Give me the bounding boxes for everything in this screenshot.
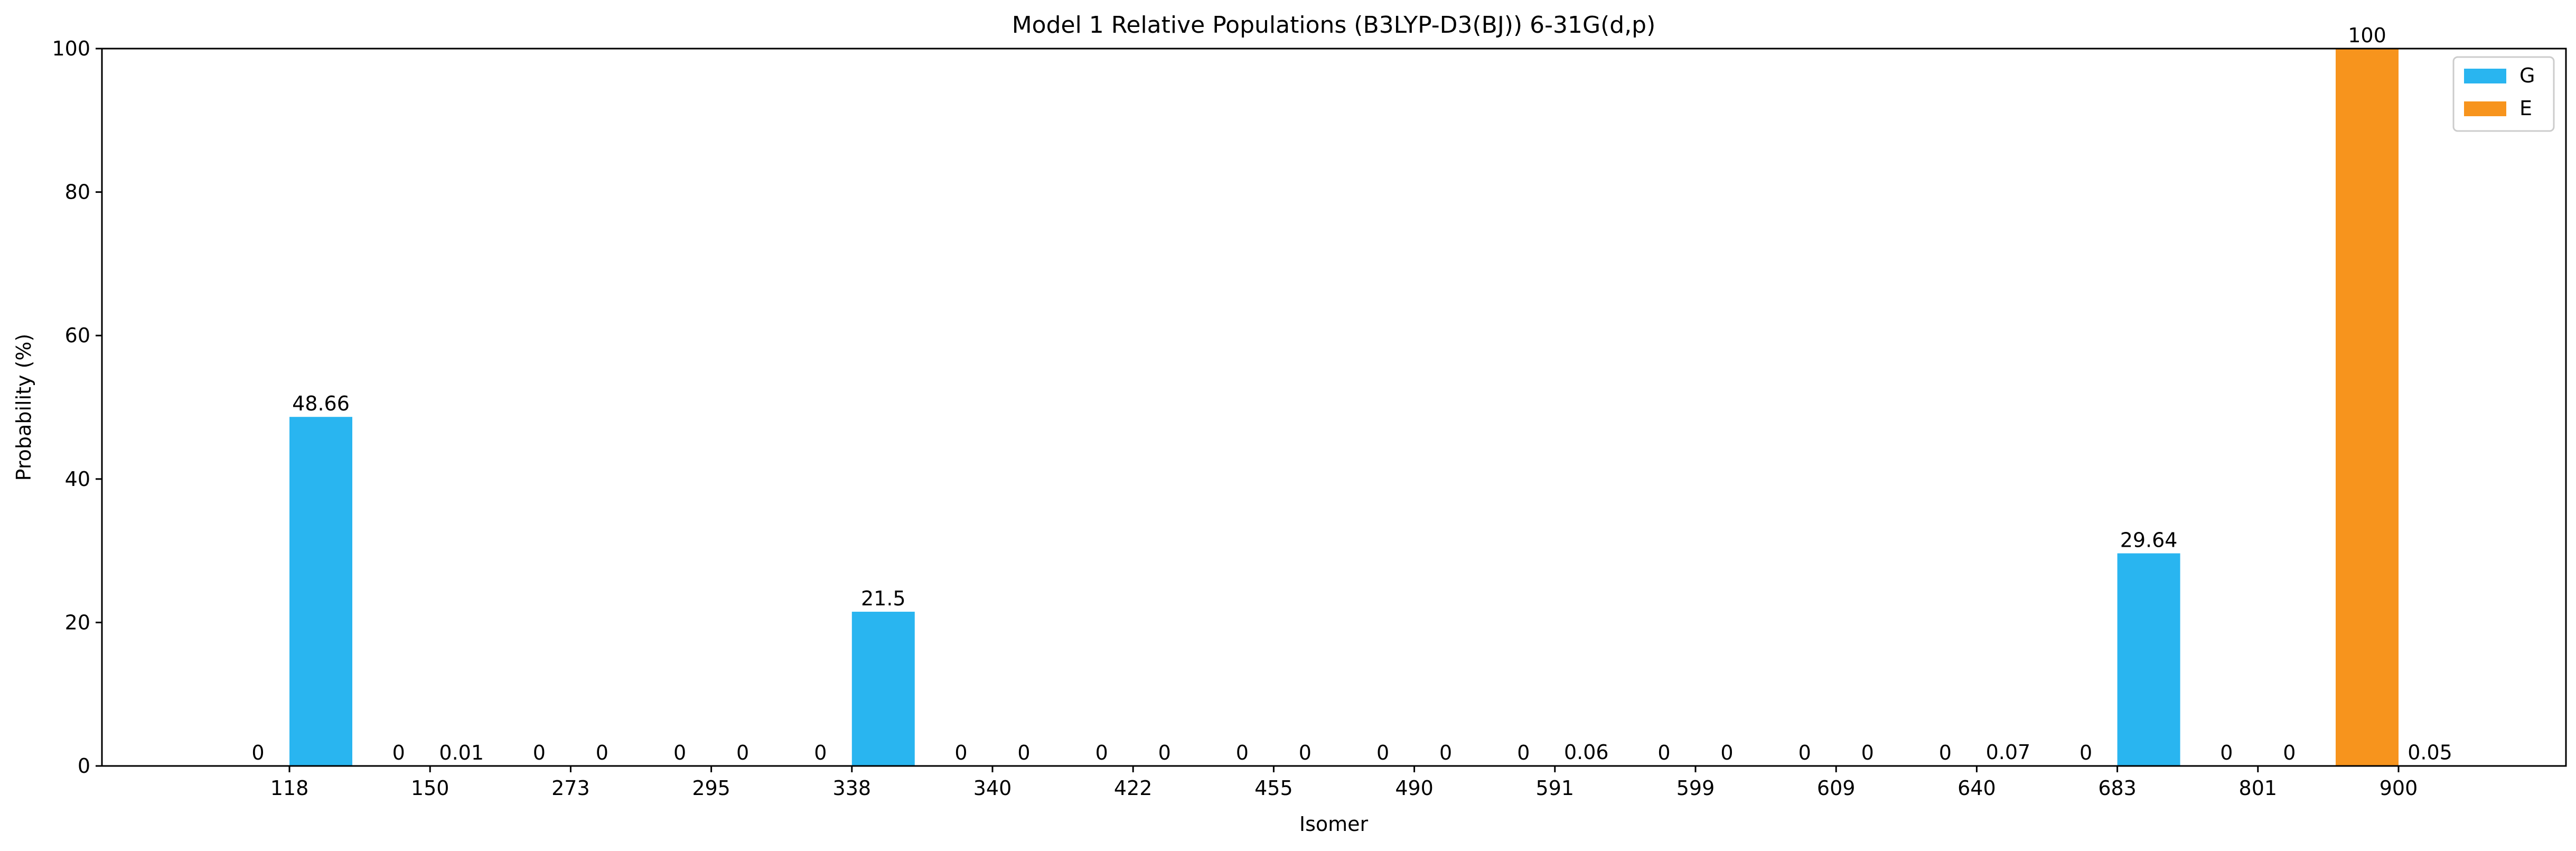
chart-title: Model 1 Relative Populations (B3LYP-D3(B…	[1012, 12, 1656, 39]
x-tick-label-295: 295	[692, 777, 730, 800]
legend-label-e: E	[2519, 97, 2532, 120]
data-label-g-338: 21.5	[861, 587, 906, 610]
legend: GE	[2452, 56, 2555, 132]
x-tick-label-801: 801	[2239, 777, 2278, 800]
data-label-g-150: 0.01	[439, 741, 484, 764]
data-label-g-490: 0	[1439, 741, 1452, 764]
y-tick-label-60: 60	[65, 324, 90, 347]
plot-area: 0 0 0 0 0 0 0 0 0 0 0 0 0 0 0 100 48.66 0.01 0 0 21.5 0 0 0 0 0.0…	[251, 24, 2461, 766]
data-label-g-591: 0.06	[1564, 741, 1609, 764]
x-tick-label-609: 609	[1817, 777, 1856, 800]
x-tick-label-683: 683	[2098, 777, 2137, 800]
axis-ticks: 118 150 273 295 338 340 422 455 490 591 599 609 640 6…	[52, 37, 2418, 800]
data-label-g-295: 0	[736, 741, 749, 764]
data-label-e-340: 0	[954, 741, 967, 764]
data-label-g-340: 0	[1017, 741, 1030, 764]
data-label-e-295: 0	[673, 741, 686, 764]
bar-g-683	[2117, 553, 2180, 766]
bar-g-338	[851, 612, 915, 766]
data-label-e-900: 100	[2348, 24, 2386, 47]
data-label-g-422: 0	[1158, 741, 1171, 764]
data-label-e-591: 0	[1517, 741, 1530, 764]
x-axis-label: Isomer	[1299, 812, 1369, 836]
data-label-g-640: 0.07	[1986, 741, 2031, 764]
data-label-g-273: 0	[596, 741, 608, 764]
data-label-e-455: 0	[1236, 741, 1249, 764]
legend-swatch-e	[2464, 101, 2506, 116]
data-label-g-900: 0.05	[2408, 741, 2452, 764]
data-label-e-599: 0	[1657, 741, 1670, 764]
data-label-e-801: 0	[2220, 741, 2233, 764]
y-tick-label-20: 20	[65, 611, 90, 634]
legend-label-g: G	[2519, 64, 2535, 87]
plot-frame	[101, 48, 2567, 767]
data-label-e-683: 0	[2079, 741, 2092, 764]
bar-e-900	[2336, 49, 2399, 766]
x-tick-label-900: 900	[2380, 777, 2418, 800]
data-label-g-118: 48.66	[292, 392, 350, 415]
data-label-g-801: 0	[2283, 741, 2296, 764]
legend-swatch-g	[2464, 69, 2506, 83]
x-tick-label-640: 640	[1957, 777, 1996, 800]
data-label-e-118: 0	[251, 741, 264, 764]
data-label-g-599: 0	[1720, 741, 1733, 764]
y-tick-label-40: 40	[65, 467, 90, 491]
data-label-e-609: 0	[1798, 741, 1811, 764]
y-tick-label-80: 80	[65, 181, 90, 204]
y-tick-label-0: 0	[78, 754, 90, 778]
data-label-e-490: 0	[1376, 741, 1389, 764]
x-tick-label-599: 599	[1676, 777, 1715, 800]
data-label-e-273: 0	[533, 741, 546, 764]
x-tick-label-273: 273	[551, 777, 590, 800]
y-tick-label-100: 100	[52, 37, 90, 60]
bar-g-118	[289, 417, 352, 766]
data-label-e-150: 0	[392, 741, 405, 764]
x-tick-label-422: 422	[1114, 777, 1153, 800]
x-tick-label-338: 338	[833, 777, 872, 800]
x-tick-label-150: 150	[411, 777, 449, 800]
data-label-g-609: 0	[1861, 741, 1874, 764]
x-tick-label-591: 591	[1536, 777, 1575, 800]
x-tick-label-340: 340	[973, 777, 1012, 800]
data-label-e-640: 0	[1939, 741, 1952, 764]
data-label-e-338: 0	[814, 741, 827, 764]
x-tick-label-118: 118	[270, 777, 309, 800]
y-axis-label: Probability (%)	[12, 334, 35, 481]
data-label-e-422: 0	[1095, 741, 1108, 764]
data-label-g-683: 29.64	[2120, 528, 2178, 551]
x-tick-label-455: 455	[1254, 777, 1293, 800]
x-tick-label-490: 490	[1395, 777, 1434, 800]
legend-box	[2452, 56, 2555, 132]
data-label-g-455: 0	[1299, 741, 1312, 764]
